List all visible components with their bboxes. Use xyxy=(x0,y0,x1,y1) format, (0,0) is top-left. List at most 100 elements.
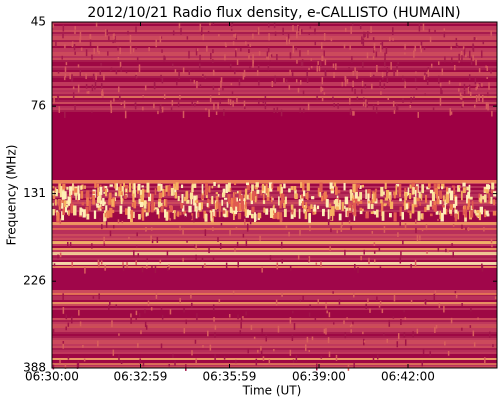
spectrogram-speck xyxy=(57,95,60,102)
spectrogram-speck xyxy=(81,184,84,190)
spectrogram-speck xyxy=(63,191,67,200)
spectrogram-speck xyxy=(437,186,440,190)
spectrogram-speck xyxy=(409,192,412,200)
spectrogram-speck xyxy=(140,330,142,335)
spectrogram-speck xyxy=(435,324,438,329)
spectrogram-speck xyxy=(236,201,240,212)
spectrogram-speck xyxy=(233,206,238,215)
spectrogram-speck xyxy=(79,69,82,78)
spectrogram-speck xyxy=(385,47,388,54)
spectrogram-speck xyxy=(96,205,100,208)
spectrogram-speck xyxy=(354,67,356,72)
spectrogram-speck xyxy=(292,310,294,314)
spectrogram-speck xyxy=(85,83,88,89)
spectrogram-speck xyxy=(135,260,137,266)
spectrogram-speck xyxy=(165,211,169,221)
spectrogram-speck xyxy=(283,208,287,218)
spectrogram-speck xyxy=(160,204,164,213)
spectrogram-speck xyxy=(109,68,112,72)
spectrogram-speck xyxy=(424,72,426,76)
spectrogram-speck xyxy=(234,247,236,252)
spectrogram-speck xyxy=(119,47,121,55)
spectrogram-speck xyxy=(447,351,450,356)
spectrogram-row xyxy=(52,202,497,204)
spectrogram-speck xyxy=(146,258,149,263)
spectrogram-speck xyxy=(230,23,233,28)
spectrogram-speck xyxy=(481,83,483,87)
spectrogram-row xyxy=(52,196,497,198)
spectrogram-speck xyxy=(384,197,389,201)
spectrogram-speck xyxy=(475,87,477,91)
spectrogram-speck xyxy=(217,103,219,110)
spectrogram-speck xyxy=(171,100,174,106)
spectrogram-speck xyxy=(435,211,439,215)
spectrogram-speck xyxy=(421,213,424,220)
spectrogram-speck xyxy=(214,332,216,338)
spectrogram-speck xyxy=(219,99,221,105)
spectrogram-row xyxy=(52,260,497,262)
spectrogram-speck xyxy=(183,196,187,202)
spectrogram-speck xyxy=(308,213,311,223)
spectrogram-row xyxy=(52,188,497,190)
spectrogram-speck xyxy=(170,107,173,112)
spectrogram-speck xyxy=(110,100,112,108)
spectrogram-speck xyxy=(393,212,397,222)
spectrogram-speck xyxy=(380,44,382,53)
spectrogram-speck xyxy=(276,107,279,113)
spectrogram-speck xyxy=(218,34,220,37)
spectrogram-speck xyxy=(223,356,226,360)
spectrogram-speck xyxy=(321,97,324,102)
spectrogram-speck xyxy=(114,183,117,189)
spectrogram-speck xyxy=(437,196,440,200)
spectrogram-speck xyxy=(58,206,61,210)
spectrogram-speck xyxy=(371,197,374,204)
spectrogram-speck xyxy=(381,308,384,314)
spectrogram-speck xyxy=(94,80,97,88)
spectrogram-speck xyxy=(278,196,280,206)
spectrogram-speck xyxy=(414,204,418,208)
spectrogram-speck xyxy=(302,190,306,197)
spectrogram-speck xyxy=(439,190,443,199)
spectrogram-band xyxy=(52,96,497,98)
x-tick-label: 06:35:59 xyxy=(203,370,257,384)
spectrogram-speck xyxy=(168,364,170,367)
spectrogram-speck xyxy=(310,204,313,209)
spectrogram-speck xyxy=(452,203,457,208)
spectrogram-speck xyxy=(250,325,253,330)
spectrogram-speck xyxy=(198,202,201,211)
spectrogram-speck xyxy=(344,75,346,81)
spectrogram-speck xyxy=(461,191,463,201)
spectrogram-speck xyxy=(132,189,136,198)
spectrogram-speck xyxy=(274,212,278,219)
spectrogram-speck xyxy=(183,328,186,334)
spectrogram-speck xyxy=(416,197,420,202)
spectrogram-speck xyxy=(207,330,209,337)
spectrogram-speck xyxy=(402,240,404,245)
spectrogram-speck xyxy=(237,261,239,268)
spectrogram-speck xyxy=(179,297,181,304)
spectrogram-speck xyxy=(195,358,197,364)
spectrogram-speck xyxy=(276,262,279,270)
spectrogram-speck xyxy=(314,317,317,321)
spectrogram-speck xyxy=(144,321,147,328)
spectrogram-row xyxy=(52,94,497,96)
spectrogram-speck xyxy=(62,33,64,39)
spectrogram-speck xyxy=(407,210,410,213)
spectrogram-speck xyxy=(353,212,356,221)
spectrogram-speck xyxy=(122,266,125,271)
spectrogram-speck xyxy=(299,107,301,113)
spectrogram-speck xyxy=(318,65,321,72)
spectrogram-row xyxy=(52,270,497,272)
spectrogram-speck xyxy=(424,194,428,203)
spectrogram-speck xyxy=(139,202,144,208)
spectrogram-speck xyxy=(352,80,354,88)
spectrogram-speck xyxy=(419,235,421,241)
spectrogram-speck xyxy=(77,185,80,195)
spectrogram-speck xyxy=(411,203,415,214)
spectrogram-speck xyxy=(266,194,270,201)
spectrogram-speck xyxy=(205,187,209,192)
spectrogram-speck xyxy=(182,110,185,119)
spectrogram-speck xyxy=(197,212,200,218)
spectrogram-speck xyxy=(375,209,379,218)
spectrogram-speck xyxy=(323,328,326,334)
